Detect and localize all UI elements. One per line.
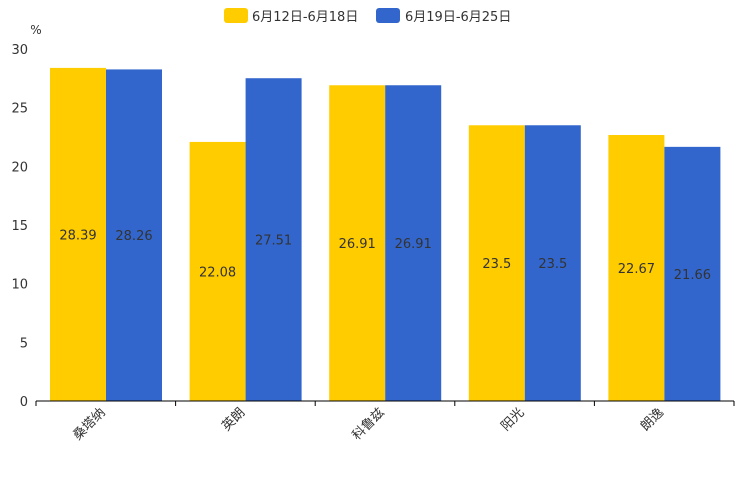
bar	[664, 146, 721, 401]
bar	[468, 125, 525, 402]
bar-value-label: 28.39	[59, 228, 96, 243]
bar-value-label: 26.91	[395, 237, 432, 252]
legend-label: 6月12日-6月18日	[252, 10, 358, 25]
bar-value-label: 28.26	[115, 229, 152, 244]
x-category-label: 朗逸	[638, 405, 667, 434]
bar-value-label: 27.51	[255, 234, 292, 249]
y-tick-label: 0	[20, 395, 28, 410]
x-category-label: 英朗	[219, 405, 248, 434]
y-tick-label: 20	[11, 160, 28, 175]
series-2: 28.26 27.51 26.91 23.5 21.66	[106, 69, 721, 402]
legend-item[interactable]: 6月12日-6月18日	[224, 8, 358, 25]
series-1: 28.39 22.08 26.91 23.5 22.67	[50, 67, 665, 402]
bar-value-label: 26.91	[339, 237, 376, 252]
y-tick-label: 15	[11, 219, 28, 234]
bar	[50, 67, 106, 402]
bar	[524, 125, 581, 402]
bar-value-label: 23.5	[538, 257, 567, 272]
bar-value-label: 22.67	[618, 262, 655, 277]
bar-value-label: 22.08	[199, 265, 236, 280]
bar	[385, 85, 442, 402]
y-tick-label: 25	[11, 102, 28, 117]
bar-value-label: 21.66	[674, 268, 711, 283]
y-tick-label: 30	[11, 43, 28, 58]
bar	[608, 135, 665, 401]
legend-item[interactable]: 6月19日-6月25日	[376, 8, 511, 25]
legend-swatch	[376, 8, 400, 23]
bar	[106, 69, 162, 401]
bar-value-label: 23.5	[482, 257, 511, 272]
bar	[245, 78, 302, 401]
y-tick-label: 5	[20, 336, 28, 351]
bar	[329, 85, 386, 402]
y-tick-label: 10	[11, 278, 28, 293]
x-category-label: 阳光	[498, 405, 527, 434]
legend: 6月12日-6月18日 6月19日-6月25日	[224, 8, 511, 25]
x-axis: 桑塔纳 英朗 科鲁兹 阳光 朗逸	[35, 400, 735, 443]
y-axis-unit-label: %	[30, 23, 41, 37]
y-axis: 0 5 10 15 20 25 30	[11, 43, 28, 410]
legend-swatch	[224, 8, 248, 23]
bar	[189, 141, 246, 402]
legend-label: 6月19日-6月25日	[405, 10, 511, 25]
x-category-label: 科鲁兹	[350, 405, 388, 443]
x-category-label: 桑塔纳	[70, 405, 108, 443]
